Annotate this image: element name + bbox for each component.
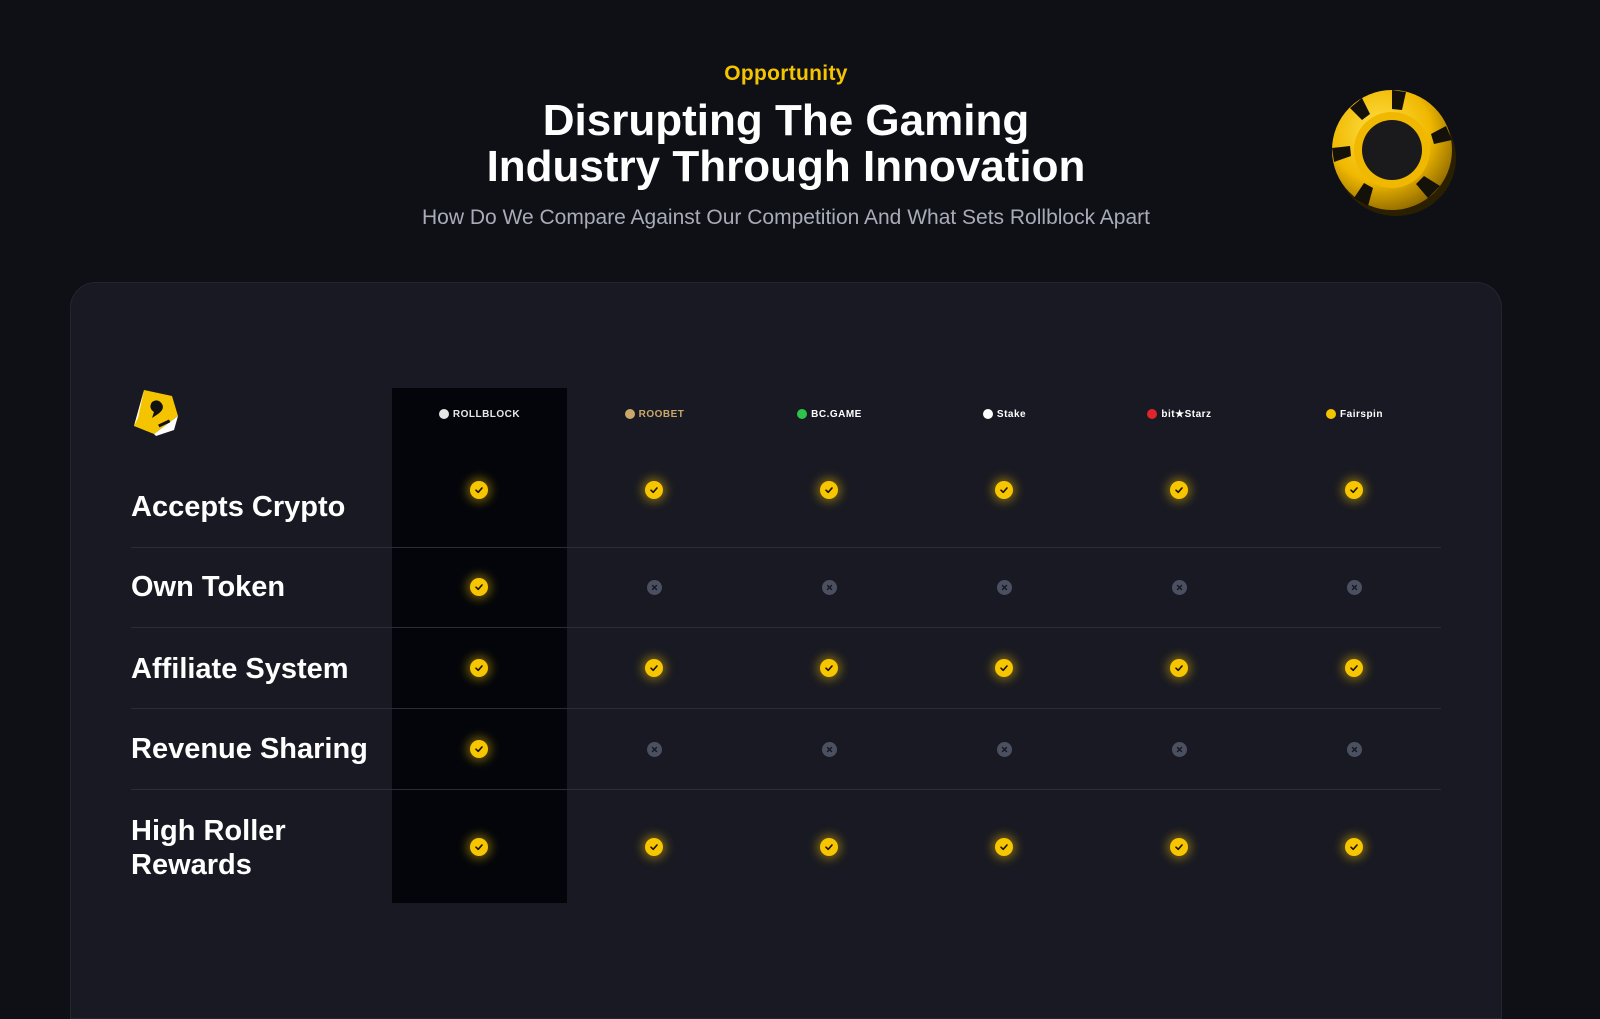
check-circle-icon bbox=[470, 578, 488, 596]
check-circle-icon bbox=[820, 659, 838, 677]
page-subtitle: How Do We Compare Against Our Competitio… bbox=[422, 206, 1150, 229]
competitor-logo-fairspin: Fairspin bbox=[1267, 398, 1442, 430]
title-line-2: Industry Through Innovation bbox=[486, 142, 1086, 191]
x-circle-icon bbox=[646, 579, 662, 595]
hero-section: Opportunity Disrupting The Gaming Indust… bbox=[0, 0, 1600, 260]
check-circle-icon bbox=[995, 838, 1013, 856]
competitor-mark-icon bbox=[982, 409, 993, 419]
check-circle-icon bbox=[470, 838, 488, 856]
rollblock-dice-logo-icon bbox=[134, 390, 178, 436]
poker-chip-icon bbox=[1332, 90, 1456, 216]
x-circle-icon bbox=[1346, 741, 1362, 757]
competitor-mark-icon bbox=[1147, 409, 1158, 419]
check-circle-icon bbox=[1345, 481, 1363, 499]
competitor-mark-icon bbox=[1326, 409, 1337, 419]
check-circle-icon bbox=[1345, 838, 1363, 856]
check-circle-icon bbox=[995, 659, 1013, 677]
competitor-logo-stake: Stake bbox=[917, 398, 1092, 430]
competitor-logo-rollblock: ROLLBLOCK bbox=[392, 398, 567, 430]
check-circle-icon bbox=[820, 481, 838, 499]
feature-label: High Roller Rewards bbox=[131, 815, 286, 881]
row-divider bbox=[131, 627, 1441, 628]
check-circle-icon bbox=[645, 838, 663, 856]
x-circle-icon bbox=[646, 741, 662, 757]
title-line-1: Disrupting The Gaming bbox=[542, 96, 1030, 145]
page-title: Disrupting The Gaming Industry Through I… bbox=[0, 98, 1572, 190]
competitor-name: ROOBET bbox=[638, 408, 685, 420]
comparison-panel bbox=[70, 282, 1502, 1019]
x-circle-icon bbox=[821, 741, 837, 757]
check-circle-icon bbox=[645, 659, 663, 677]
check-circle-icon bbox=[1345, 659, 1363, 677]
row-divider bbox=[131, 547, 1441, 548]
section-eyebrow: Opportunity bbox=[724, 62, 848, 85]
competitor-name: ROLLBLOCK bbox=[452, 408, 521, 420]
x-circle-icon bbox=[1171, 741, 1187, 757]
competitor-name: bit★Starz bbox=[1161, 408, 1212, 420]
x-circle-icon bbox=[1171, 579, 1187, 595]
check-circle-icon bbox=[1170, 838, 1188, 856]
check-circle-icon bbox=[470, 740, 488, 758]
competitor-logo-bcgame: BC.GAME bbox=[742, 398, 917, 430]
feature-label: Own Token bbox=[131, 571, 286, 603]
competitor-name: Fairspin bbox=[1340, 408, 1383, 420]
check-circle-icon bbox=[820, 838, 838, 856]
x-circle-icon bbox=[1346, 579, 1362, 595]
competitor-logo-bitstarz: bit★Starz bbox=[1092, 398, 1267, 430]
check-circle-icon bbox=[1170, 481, 1188, 499]
row-divider bbox=[131, 708, 1441, 709]
row-divider bbox=[131, 789, 1441, 790]
rollblock-highlight-column bbox=[392, 388, 567, 903]
x-circle-icon bbox=[821, 579, 837, 595]
feature-label: Accepts Crypto bbox=[131, 491, 346, 523]
competitor-mark-icon bbox=[624, 409, 635, 419]
competitor-mark-icon bbox=[797, 409, 808, 419]
check-circle-icon bbox=[995, 481, 1013, 499]
competitor-mark-icon bbox=[438, 409, 449, 419]
competitor-name: BC.GAME bbox=[811, 408, 862, 420]
feature-label: Revenue Sharing bbox=[131, 733, 368, 765]
check-circle-icon bbox=[1170, 659, 1188, 677]
x-circle-icon bbox=[996, 579, 1012, 595]
competitor-name: Stake bbox=[996, 408, 1027, 420]
feature-label: Affiliate System bbox=[131, 653, 349, 685]
check-circle-icon bbox=[470, 659, 488, 677]
check-circle-icon bbox=[645, 481, 663, 499]
x-circle-icon bbox=[996, 741, 1012, 757]
competitor-logo-roobet: ROOBET bbox=[567, 398, 742, 430]
check-circle-icon bbox=[470, 481, 488, 499]
